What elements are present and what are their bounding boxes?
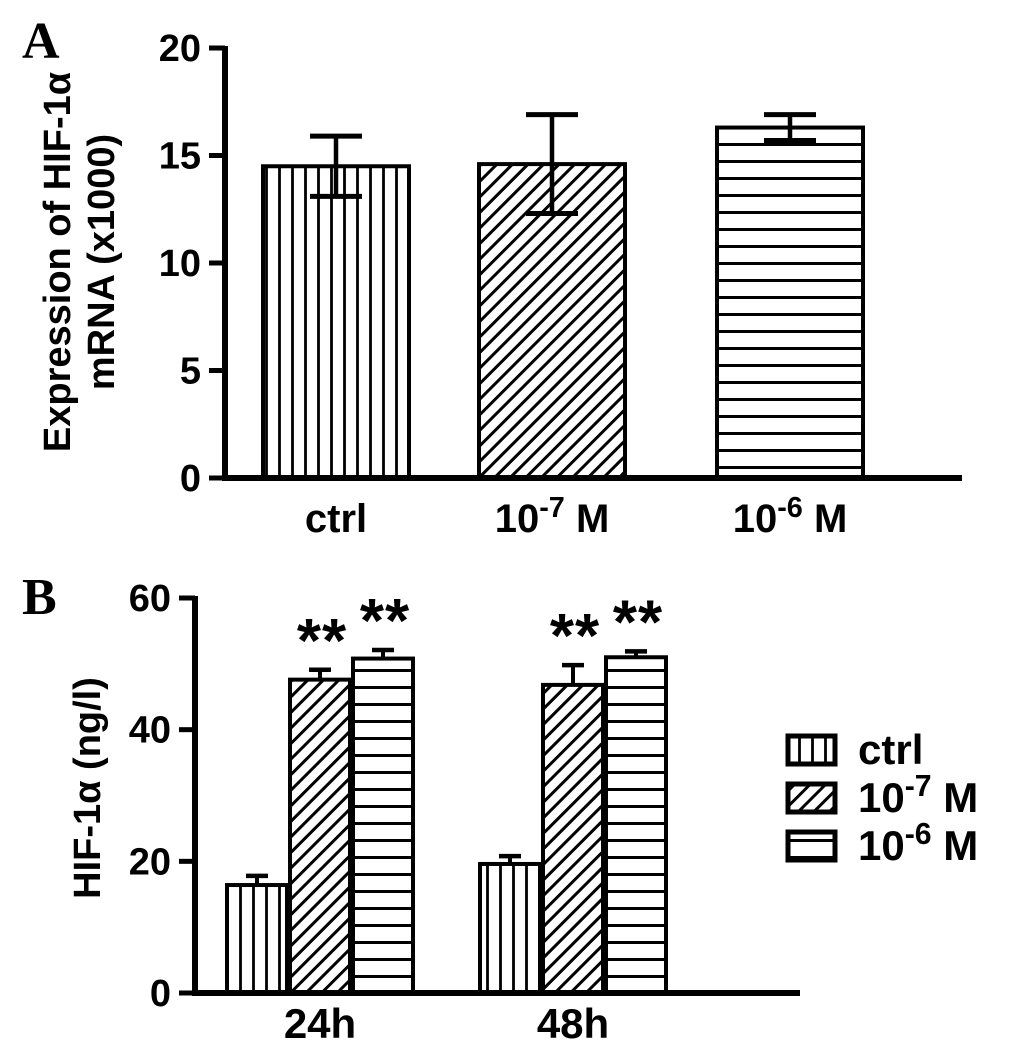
error-bar [562, 662, 584, 685]
error-bar [372, 647, 394, 659]
bar [351, 656, 415, 995]
legend-label: 10-6 M [858, 818, 978, 869]
bar [261, 164, 411, 480]
panel-a-chart: 0 5 10 15 20 Expression of HIF-1α mRNA (x1000)… [37, 28, 962, 541]
error-bar [246, 873, 268, 886]
y-tick-label: 0 [150, 973, 171, 1015]
y-tick-label: 20 [129, 841, 171, 883]
error-bar [310, 133, 362, 199]
legend-swatch [785, 733, 838, 767]
bar [541, 682, 605, 996]
error-bar [526, 112, 578, 217]
y-tick-label: 60 [129, 578, 171, 620]
bar [604, 655, 668, 995]
y-tick-label: 5 [180, 351, 201, 393]
error-bar [309, 667, 331, 680]
y-axis-label: HIF-1α (ng/l) [67, 677, 109, 899]
significance-label: ** [613, 588, 663, 657]
y-tick-label: 15 [159, 136, 201, 178]
y-axis-label: mRNA (x1000) [81, 134, 123, 390]
bar [288, 677, 352, 995]
y-tick-label: 20 [159, 28, 201, 70]
x-category-label: 10-7 M [495, 492, 610, 541]
legend-swatch [785, 781, 838, 815]
error-bar [625, 649, 647, 658]
x-category-label: 10-6 M [733, 492, 848, 541]
y-axis-label: Expression of HIF-1α [37, 72, 79, 452]
error-bar [764, 112, 816, 143]
bar [225, 883, 289, 995]
legend-swatch [785, 829, 838, 863]
bar [478, 861, 542, 996]
x-category-label: 24h [284, 1000, 356, 1047]
significance-label: ** [550, 602, 600, 671]
y-tick-label: 0 [180, 458, 201, 500]
bar [477, 162, 627, 480]
significance-label: ** [297, 607, 347, 676]
x-category-label: 48h [537, 1000, 609, 1047]
y-tick-label: 40 [129, 710, 171, 752]
significance-label: ** [360, 587, 410, 656]
error-bar [499, 853, 521, 864]
panel-b-letter: B [22, 569, 57, 626]
bar [715, 125, 865, 481]
y-tick-label: 10 [159, 243, 201, 285]
x-category-label: ctrl [305, 497, 367, 541]
panel-a-letter: A [22, 13, 60, 70]
legend-label: ctrl [858, 726, 923, 773]
legend-label: 10-7 M [858, 770, 978, 821]
